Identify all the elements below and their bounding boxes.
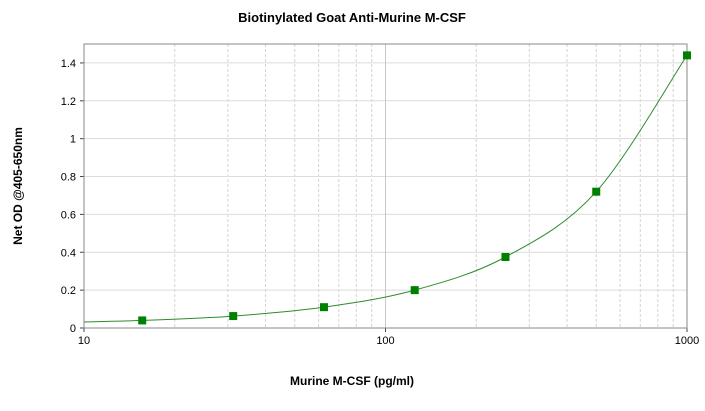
y-tick-label: 0.6 xyxy=(61,209,76,221)
data-point xyxy=(683,51,691,60)
x-axis-label: Murine M-CSF (pg/ml) xyxy=(290,374,414,388)
data-point xyxy=(319,303,328,312)
data-point xyxy=(138,316,147,325)
x-tick-label: 1000 xyxy=(675,335,699,347)
y-tick-label: 0.2 xyxy=(61,285,76,297)
plot-border xyxy=(83,43,688,329)
data-point xyxy=(229,312,238,321)
chart-title: Biotinylated Goat Anti-Murine M-CSF xyxy=(238,10,466,25)
y-tick-label: 1 xyxy=(70,134,76,146)
y-tick-label: 0 xyxy=(70,323,76,335)
y-tick-label: 1.2 xyxy=(61,96,76,108)
y-tick-label: 0.4 xyxy=(61,247,76,259)
y-axis-label: Net OD @405-650nm xyxy=(11,127,25,245)
data-point xyxy=(501,253,510,261)
y-tick-label: 0.8 xyxy=(61,172,76,184)
data-point xyxy=(592,187,601,196)
x-tick-label: 100 xyxy=(376,335,394,347)
data-point xyxy=(410,286,419,295)
y-tick-label: 1.4 xyxy=(61,58,76,70)
x-tick-label: 10 xyxy=(78,335,90,347)
